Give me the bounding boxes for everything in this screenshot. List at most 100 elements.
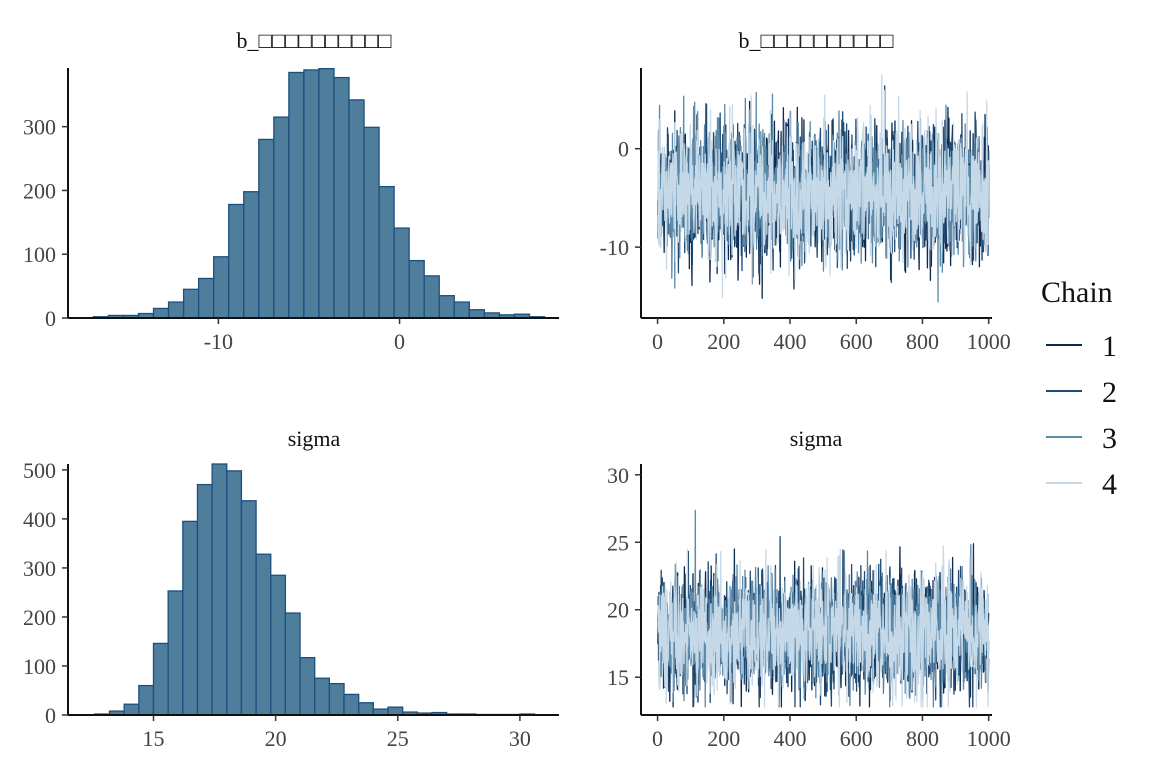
histogram-bar bbox=[167, 301, 185, 319]
x-tick-label: 200 bbox=[707, 726, 740, 751]
histogram-bars bbox=[92, 67, 546, 319]
trace-line-chain-4 bbox=[657, 545, 990, 708]
panel-title-b-hist: b_□□□□□□□□□□ bbox=[237, 28, 392, 53]
y-tick-label: 30 bbox=[607, 463, 629, 488]
histogram-bar bbox=[270, 574, 287, 716]
trace-panel-b: b_□□□□□□□□□□ 0 200 400 600 800 1000 -10 0 bbox=[600, 28, 1011, 354]
legend-label: 1 bbox=[1102, 330, 1117, 363]
trace-lines bbox=[657, 74, 990, 303]
legend-item-2: 2 bbox=[1046, 376, 1117, 409]
axes: 0 200 400 600 800 1000 -10 0 bbox=[600, 68, 1011, 354]
histogram-bar bbox=[255, 553, 272, 716]
histogram-bar bbox=[393, 227, 410, 319]
histogram-bar bbox=[358, 702, 374, 716]
legend-title: Chain bbox=[1041, 276, 1113, 309]
histogram-bar bbox=[387, 706, 404, 716]
histogram-bar bbox=[438, 295, 455, 319]
histogram-bar bbox=[284, 612, 301, 716]
x-tick-label: 0 bbox=[652, 726, 663, 751]
x-tick-label: 600 bbox=[840, 726, 873, 751]
y-tick-label: 300 bbox=[23, 556, 56, 581]
y-tick-label: 200 bbox=[23, 605, 56, 630]
legend-label: 4 bbox=[1102, 468, 1117, 501]
x-tick-label: -10 bbox=[204, 329, 233, 354]
x-tick-label: 800 bbox=[906, 726, 939, 751]
histogram-bar bbox=[213, 256, 230, 319]
histogram-bar bbox=[211, 463, 228, 716]
x-tick-label: 25 bbox=[387, 726, 409, 751]
histogram-bar bbox=[226, 470, 243, 716]
y-tick-label: 20 bbox=[607, 598, 629, 623]
trace-line-chain-4 bbox=[657, 74, 990, 298]
legend-item-1: 1 bbox=[1046, 330, 1117, 363]
y-tick-label: 15 bbox=[607, 665, 629, 690]
x-tick-label: 400 bbox=[774, 726, 807, 751]
y-tick-label: 0 bbox=[45, 306, 56, 331]
panel-title-sigma-hist: sigma bbox=[288, 426, 341, 451]
x-tick-label: 600 bbox=[840, 329, 873, 354]
histogram-bar bbox=[348, 99, 365, 319]
histogram-bar bbox=[240, 500, 257, 716]
histogram-bar bbox=[363, 126, 380, 319]
histogram-bar bbox=[423, 275, 440, 319]
axes: -10 0 0 100 200 300 bbox=[23, 68, 559, 354]
histogram-bar bbox=[182, 520, 199, 716]
histogram-bar bbox=[408, 259, 425, 319]
y-tick-label: 0 bbox=[45, 703, 56, 728]
y-tick-label: 300 bbox=[23, 115, 56, 140]
y-tick-label: 200 bbox=[23, 178, 56, 203]
histogram-bar bbox=[243, 191, 260, 319]
histogram-bar bbox=[328, 682, 345, 716]
histogram-bar bbox=[314, 677, 331, 716]
histogram-bar bbox=[453, 301, 470, 319]
panel-title-b-trace: b_□□□□□□□□□□ bbox=[739, 28, 894, 53]
histogram-bar bbox=[333, 76, 350, 319]
x-tick-label: 0 bbox=[652, 329, 663, 354]
trace-lines bbox=[657, 509, 990, 708]
legend-item-3: 3 bbox=[1046, 422, 1117, 455]
histogram-bar bbox=[343, 693, 360, 716]
histogram-bar bbox=[318, 67, 335, 319]
histogram-bar bbox=[258, 138, 275, 319]
histogram-bar bbox=[303, 69, 320, 319]
y-tick-label: 25 bbox=[607, 530, 629, 555]
histogram-bar bbox=[182, 288, 200, 319]
histogram-bar bbox=[299, 656, 316, 716]
histogram-bar bbox=[152, 642, 169, 716]
histogram-bar bbox=[273, 116, 290, 319]
x-tick-label: 0 bbox=[394, 329, 405, 354]
histogram-bars bbox=[94, 463, 536, 716]
axes: 0 200 400 600 800 1000 15 20 25 30 bbox=[607, 463, 1011, 751]
histogram-bar bbox=[378, 185, 395, 319]
x-tick-label: 20 bbox=[265, 726, 287, 751]
histogram-bar bbox=[197, 277, 215, 319]
histogram-bar bbox=[138, 684, 155, 716]
y-tick-label: 100 bbox=[23, 654, 56, 679]
histogram-bar bbox=[288, 71, 305, 319]
histogram-bar bbox=[468, 309, 486, 319]
histogram-panel-b: b_□□□□□□□□□□ -10 0 0 100 200 300 bbox=[23, 28, 559, 354]
histogram-bar bbox=[196, 483, 213, 716]
x-tick-label: 30 bbox=[509, 726, 531, 751]
y-tick-label: -10 bbox=[600, 235, 629, 260]
legend-label: 3 bbox=[1102, 422, 1117, 455]
x-tick-label: 400 bbox=[774, 329, 807, 354]
x-tick-label: 200 bbox=[707, 329, 740, 354]
legend-item-4: 4 bbox=[1046, 468, 1117, 501]
panel-title-sigma-trace: sigma bbox=[790, 426, 843, 451]
histogram-bar bbox=[228, 203, 245, 319]
histogram-bar bbox=[123, 703, 140, 716]
x-tick-label: 1000 bbox=[967, 329, 1011, 354]
y-tick-label: 500 bbox=[23, 458, 56, 483]
x-tick-label: 1000 bbox=[967, 726, 1011, 751]
x-tick-label: 15 bbox=[142, 726, 164, 751]
y-tick-label: 400 bbox=[23, 507, 56, 532]
y-tick-label: 100 bbox=[23, 242, 56, 267]
chain-legend: Chain 1 2 3 4 bbox=[1041, 276, 1117, 501]
y-tick-label: 0 bbox=[618, 137, 629, 162]
legend-label: 2 bbox=[1102, 376, 1117, 409]
trace-panel-sigma: sigma 0 200 400 600 800 1000 15 20 25 30 bbox=[607, 426, 1011, 751]
